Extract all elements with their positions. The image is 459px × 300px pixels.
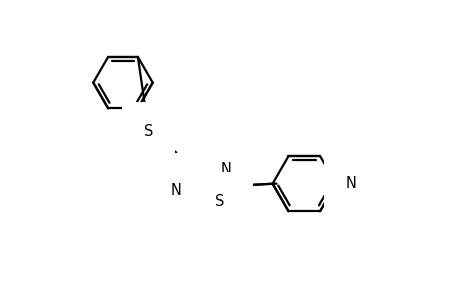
Text: S: S	[215, 194, 224, 209]
Text: N: N	[220, 162, 231, 177]
Text: N: N	[203, 152, 214, 167]
Text: S: S	[144, 124, 153, 139]
Text: N: N	[345, 176, 356, 191]
Text: N: N	[187, 175, 198, 190]
Text: N: N	[171, 183, 182, 198]
